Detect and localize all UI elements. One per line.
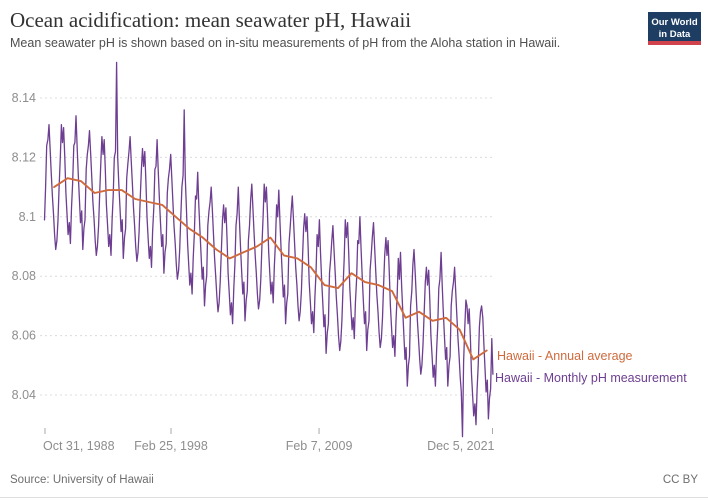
owid-logo-line2: in Data <box>658 28 691 40</box>
monthly-ph-line[interactable] <box>43 61 494 438</box>
y-axis-tick-label: 8.14 <box>12 91 36 105</box>
chart-title: Ocean acidification: mean seawater pH, H… <box>10 8 412 32</box>
x-axis-tick-label: Feb 7, 2009 <box>286 439 353 453</box>
x-axis-tick-label: Feb 25, 1998 <box>134 439 208 453</box>
cc-by-license-link[interactable]: CC BY <box>662 474 698 486</box>
legend-label-monthly-measurement[interactable]: Hawaii - Monthly pH measurement <box>495 371 687 385</box>
owid-logo[interactable]: Our World in Data <box>648 12 701 45</box>
owid-logo-line1: Our World <box>651 17 698 28</box>
annual-average-line[interactable] <box>53 177 488 361</box>
x-axis-tick-label: Dec 5, 2021 <box>427 439 494 453</box>
y-axis-tick-label: 8.12 <box>12 150 36 164</box>
y-axis-tick-label: 8.08 <box>12 269 36 283</box>
footer-source: Source: University of Hawaii <box>10 474 154 486</box>
footer: Source: University of Hawaii CC BY <box>0 464 708 498</box>
y-axis-tick-label: 8.1 <box>19 210 36 224</box>
legend-label-annual-average[interactable]: Hawaii - Annual average <box>497 349 633 363</box>
chart-subtitle: Mean seawater pH is shown based on in-si… <box>10 36 561 50</box>
x-axis-tick-label: Oct 31, 1988 <box>43 439 115 453</box>
y-axis-tick-label: 8.06 <box>12 329 36 343</box>
y-axis-tick-label: 8.04 <box>12 388 36 402</box>
